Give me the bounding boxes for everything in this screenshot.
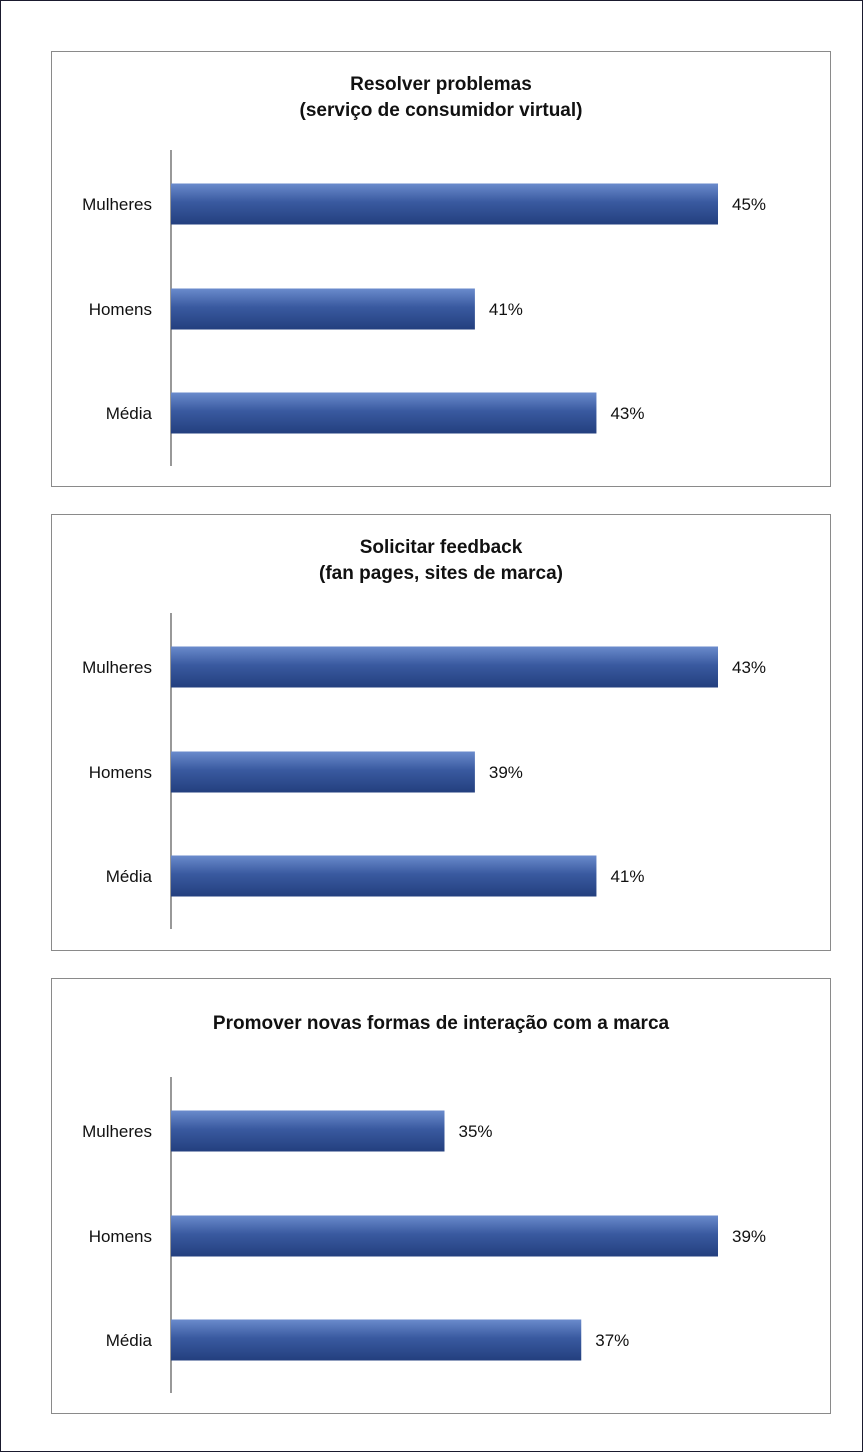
bar-mulheres <box>171 1110 445 1152</box>
value-label: 39% <box>732 1227 766 1246</box>
chart-panel-feedback: Solicitar feedback (fan pages, sites de m… <box>51 514 831 951</box>
bar-chart-0: Resolver problemas (serviço de consumidor… <box>82 74 766 466</box>
chart-panel-resolver: Resolver problemas (serviço de consumidor… <box>51 51 831 487</box>
bar-média <box>171 1319 582 1361</box>
chart-title-line-0: Resolver problemas <box>350 74 532 95</box>
category-label: Mulheres <box>82 658 152 677</box>
category-label: Média <box>106 867 153 886</box>
category-label: Média <box>106 1331 153 1350</box>
category-label: Mulheres <box>82 1122 152 1141</box>
category-label: Mulheres <box>82 195 152 214</box>
value-label: 41% <box>610 867 644 886</box>
category-label: Homens <box>89 763 152 782</box>
bar-média <box>171 392 597 434</box>
category-label: Homens <box>89 300 152 319</box>
value-label: 35% <box>459 1122 493 1141</box>
value-label: 41% <box>489 300 523 319</box>
chart-title-line-1: (serviço de consumidor virtual) <box>300 100 583 121</box>
value-label: 45% <box>732 195 766 214</box>
value-label: 43% <box>610 404 644 423</box>
value-label: 39% <box>489 763 523 782</box>
chart-panel-promover: Promover novas formas de interação com a… <box>51 978 831 1414</box>
value-label: 37% <box>595 1331 629 1350</box>
value-label: 43% <box>732 658 766 677</box>
category-label: Média <box>106 404 153 423</box>
bar-homens <box>171 288 475 330</box>
bar-chart-1: Solicitar feedback (fan pages, sites de m… <box>82 537 766 929</box>
bar-homens <box>171 1215 718 1257</box>
bar-mulheres <box>171 183 718 225</box>
chart-title-line-0: Promover novas formas de interação com a… <box>213 1013 670 1034</box>
chart-title-line-0: Solicitar feedback <box>360 537 523 558</box>
bar-chart-2: Promover novas formas de interação com a… <box>82 1013 766 1393</box>
category-label: Homens <box>89 1227 152 1246</box>
bar-homens <box>171 751 475 793</box>
bar-mulheres <box>171 646 718 688</box>
bar-média <box>171 855 597 897</box>
chart-title-line-1: (fan pages, sites de marca) <box>319 563 563 584</box>
